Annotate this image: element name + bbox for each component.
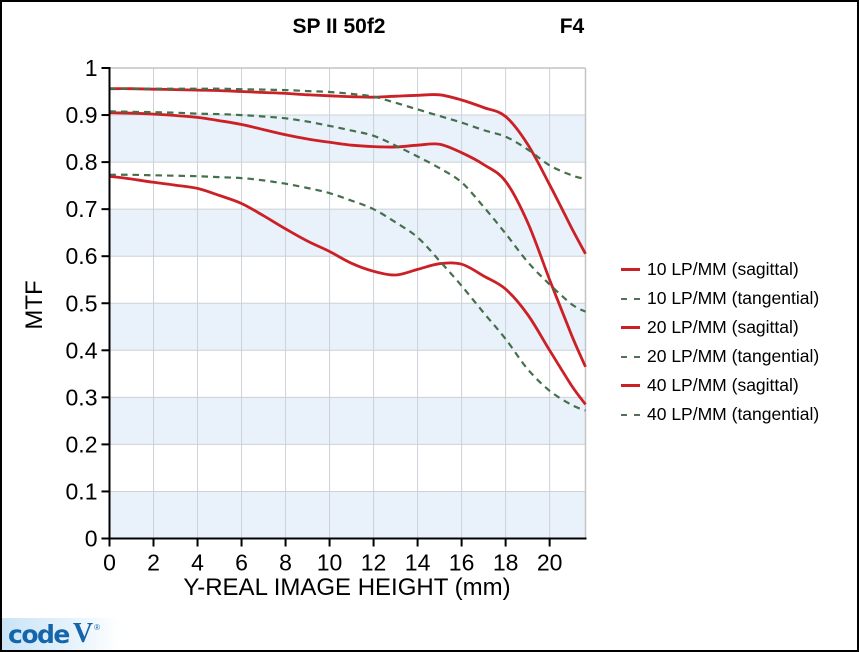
y-tick-label: 0.1 bbox=[66, 478, 98, 504]
y-tick-label: 0.6 bbox=[66, 243, 98, 269]
x-tick-label: 10 bbox=[317, 550, 343, 576]
legend-label: 10 LP/MM (tangential) bbox=[647, 288, 820, 308]
legend-label: 40 LP/MM (sagittal) bbox=[647, 375, 799, 395]
legend-solid-line-swatch bbox=[621, 268, 640, 271]
legend-item: 40 LP/MM (sagittal) bbox=[621, 371, 819, 400]
x-tick-label: 2 bbox=[147, 550, 160, 576]
y-tick-label: 0 bbox=[85, 526, 98, 552]
band-stripe bbox=[109, 303, 586, 351]
band-stripe bbox=[109, 115, 586, 163]
logo-v-glyph: V bbox=[72, 618, 94, 649]
y-tick-label: 0.2 bbox=[66, 431, 98, 457]
legend-solid-line-swatch bbox=[621, 384, 640, 387]
y-tick-label: 0.3 bbox=[66, 384, 98, 410]
legend-label: 20 LP/MM (sagittal) bbox=[647, 317, 799, 337]
legend-dashed-line-swatch bbox=[621, 355, 640, 358]
legend-item: 20 LP/MM (sagittal) bbox=[621, 313, 819, 342]
legend-label: 40 LP/MM (tangential) bbox=[647, 404, 820, 424]
curve-20-lp-mm-tangential- bbox=[109, 110, 587, 313]
x-tick-label: 12 bbox=[361, 550, 387, 576]
legend-item: 10 LP/MM (sagittal) bbox=[621, 255, 819, 284]
legend: 10 LP/MM (sagittal) 10 LP/MM (tangential)… bbox=[621, 255, 819, 429]
y-tick-label: 0.7 bbox=[66, 196, 98, 222]
x-axis-title: Y-REAL IMAGE HEIGHT (mm) bbox=[183, 574, 511, 601]
y-tick-label: 1 bbox=[85, 55, 98, 81]
legend-label: 10 LP/MM (sagittal) bbox=[647, 259, 799, 279]
legend-solid-line-swatch bbox=[621, 326, 640, 329]
logo-registered-mark: ® bbox=[94, 623, 100, 632]
legend-item: 20 LP/MM (tangential) bbox=[621, 342, 819, 371]
band-stripe bbox=[109, 397, 586, 445]
curve-10-lp-mm-tangential- bbox=[109, 87, 586, 181]
x-tick-label: 4 bbox=[191, 550, 204, 576]
x-tick-label: 20 bbox=[537, 550, 563, 576]
legend-dashed-line-swatch bbox=[621, 297, 640, 300]
x-tick-label: 14 bbox=[405, 550, 431, 576]
curve-40-lp-mm-tangential- bbox=[109, 173, 586, 412]
legend-dashed-line-swatch bbox=[621, 413, 640, 416]
x-tick-label: 6 bbox=[235, 550, 248, 576]
x-tick-label: 18 bbox=[493, 550, 519, 576]
legend-item: 10 LP/MM (tangential) bbox=[621, 284, 819, 313]
x-tick-label: 16 bbox=[449, 550, 475, 576]
y-tick-label: 0.5 bbox=[66, 290, 98, 316]
chart-title: SP II 50f2 bbox=[292, 15, 386, 38]
legend-label: 20 LP/MM (tangential) bbox=[647, 346, 820, 366]
curve-40-lp-mm-sagittal- bbox=[109, 174, 587, 406]
curve-10-lp-mm-sagittal- bbox=[109, 87, 587, 255]
y-axis-title: MTF bbox=[21, 280, 48, 330]
codev-logo: code V ® bbox=[2, 618, 120, 650]
curve-20-lp-mm-sagittal- bbox=[109, 111, 587, 368]
band-stripe bbox=[109, 491, 586, 539]
aperture-label: F4 bbox=[559, 15, 585, 38]
band-stripe bbox=[109, 209, 586, 257]
y-tick-label: 0.8 bbox=[66, 149, 98, 175]
y-tick-label: 0.9 bbox=[66, 102, 98, 128]
x-tick-label: 0 bbox=[103, 550, 116, 576]
legend-item: 40 LP/MM (tangential) bbox=[621, 400, 819, 429]
y-tick-label: 0.4 bbox=[66, 337, 98, 363]
logo-code-text: code bbox=[8, 619, 70, 649]
x-tick-label: 8 bbox=[279, 550, 292, 576]
